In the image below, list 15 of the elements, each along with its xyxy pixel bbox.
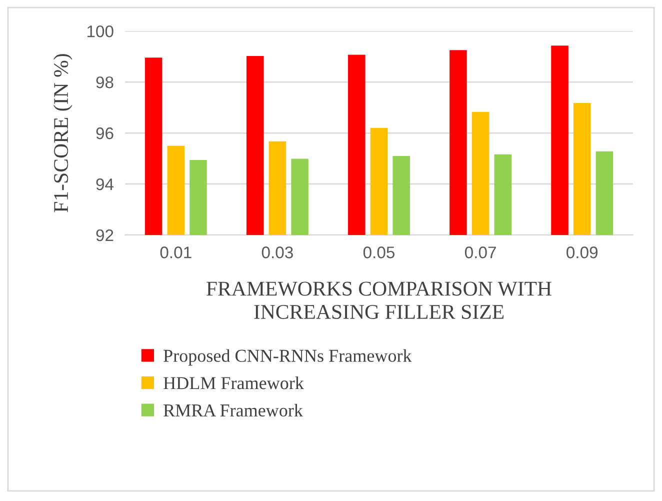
y-tick-label: 98 bbox=[96, 76, 114, 88]
x-tick-label: 0.01 bbox=[160, 246, 192, 258]
x-axis-title: FRAMEWORKS COMPARISON WITH INCREASING FILLER SIZE bbox=[206, 282, 552, 319]
x-tick-label: 0.09 bbox=[566, 246, 598, 258]
legend-label: HDLM Framework bbox=[164, 376, 304, 390]
y-tick-label: 92 bbox=[96, 229, 114, 242]
x-tick-label: 0.07 bbox=[464, 246, 496, 258]
legend-label: Proposed CNN-RNNs Framework bbox=[164, 349, 412, 366]
y-axis-title: F1-SCORE (IN %) bbox=[53, 54, 72, 212]
x-tick-label: 0.03 bbox=[262, 246, 293, 258]
y-tick-label: 96 bbox=[96, 127, 114, 140]
legend-label: RMRA Framework bbox=[164, 404, 303, 417]
x-tick-label: 0.05 bbox=[363, 246, 395, 258]
y-tick-label: 100 bbox=[87, 25, 114, 38]
y-tick-label: 94 bbox=[96, 178, 114, 190]
